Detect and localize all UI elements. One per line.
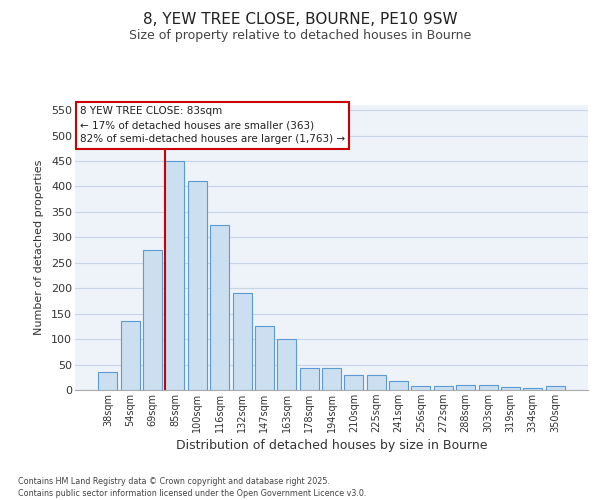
Bar (434, 386, 453, 390)
Bar (166, 161, 184, 390)
Bar (501, 388, 520, 390)
Text: Contains HM Land Registry data © Crown copyright and database right 2025.
Contai: Contains HM Land Registry data © Crown c… (18, 476, 367, 498)
X-axis label: Distribution of detached houses by size in Bourne: Distribution of detached houses by size … (176, 439, 487, 452)
Bar (456, 385, 475, 390)
Bar (479, 385, 497, 390)
Bar (367, 374, 386, 390)
Bar (188, 182, 207, 390)
Bar (98, 372, 118, 390)
Bar (523, 388, 542, 390)
Bar (255, 326, 274, 390)
Bar (233, 294, 251, 390)
Text: Size of property relative to detached houses in Bourne: Size of property relative to detached ho… (129, 29, 471, 42)
Bar (143, 250, 162, 390)
Text: 8 YEW TREE CLOSE: 83sqm
← 17% of detached houses are smaller (363)
82% of semi-d: 8 YEW TREE CLOSE: 83sqm ← 17% of detache… (80, 106, 345, 144)
Bar (412, 386, 430, 390)
Bar (322, 368, 341, 390)
Text: 8, YEW TREE CLOSE, BOURNE, PE10 9SW: 8, YEW TREE CLOSE, BOURNE, PE10 9SW (143, 12, 457, 28)
Bar (121, 322, 140, 390)
Bar (389, 382, 408, 390)
Bar (210, 224, 229, 390)
Y-axis label: Number of detached properties: Number of detached properties (34, 160, 44, 335)
Bar (299, 368, 319, 390)
Bar (277, 339, 296, 390)
Bar (545, 386, 565, 390)
Bar (344, 374, 364, 390)
